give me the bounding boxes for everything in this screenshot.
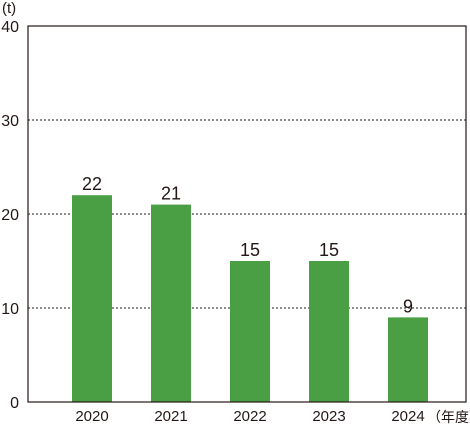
data-label-2024: 9 [403,296,413,316]
x-tick-label-2021: 2021 [154,408,187,425]
data-label-2021: 21 [161,184,181,204]
x-unit-label: （年度） [427,409,470,425]
bars [72,195,428,402]
x-tick-label-2024: 2024 [391,408,424,425]
bar-2021 [151,204,191,402]
bar-2022 [230,261,270,402]
x-axis-ticks: 2020 2021 2022 2023 2024 [75,408,424,425]
bar-2023 [309,261,349,402]
y-tick-label-40: 40 [1,19,19,36]
data-labels: 22 21 15 15 9 [82,174,413,316]
x-tick-label-2020: 2020 [75,408,108,425]
x-tick-label-2023: 2023 [312,408,345,425]
y-tick-label-30: 30 [1,113,19,130]
data-label-2020: 22 [82,174,102,194]
y-axis-ticks: 0 10 20 30 40 [1,19,19,412]
x-tick-label-2022: 2022 [233,408,266,425]
y-tick-label-10: 10 [1,301,19,318]
y-unit-label: (t) [2,0,16,17]
bar-2020 [72,195,112,402]
bar-2024 [388,317,428,402]
y-tick-label-0: 0 [10,395,19,412]
data-label-2023: 15 [319,240,339,260]
data-label-2022: 15 [240,240,260,260]
axes [27,25,467,403]
plot-frame [27,25,467,403]
y-tick-label-20: 20 [1,207,19,224]
